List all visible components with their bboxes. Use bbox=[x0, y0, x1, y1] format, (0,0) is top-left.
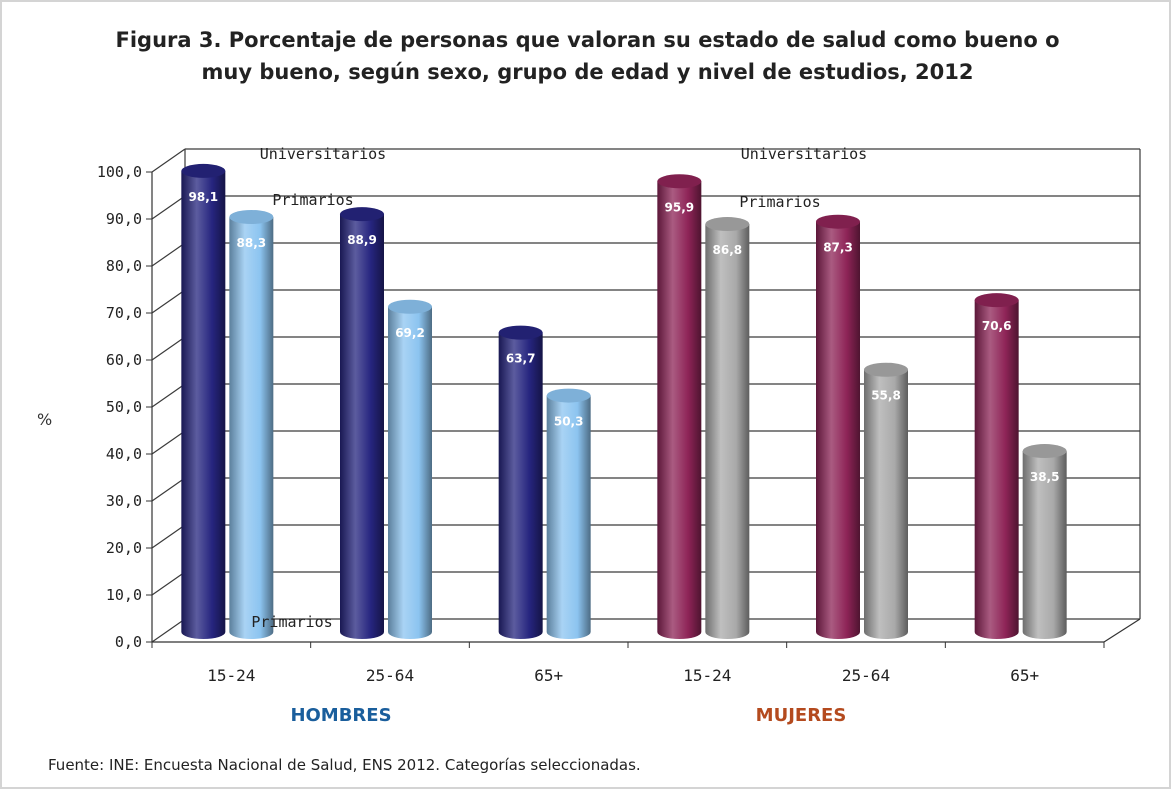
bar-body bbox=[388, 306, 432, 639]
data-label: 87,3 bbox=[823, 241, 853, 255]
y-tick-layer: 0,0 10,0 20,0 30,0 40,0 50,0 60,0 70,0 80,0 90,0 1… bbox=[97, 163, 1105, 651]
gridline-diag bbox=[151, 477, 186, 502]
bar-universitarios bbox=[816, 214, 860, 639]
bar-body bbox=[229, 216, 274, 640]
bar-body bbox=[181, 170, 226, 640]
bar-universitarios bbox=[657, 174, 702, 640]
bar-top bbox=[1022, 444, 1067, 459]
floor-edge bbox=[1103, 618, 1141, 643]
bar-top bbox=[974, 293, 1019, 308]
data-label: 63,7 bbox=[506, 352, 536, 366]
y-tick-label: 30,0 bbox=[106, 492, 142, 510]
data-label: 88,9 bbox=[347, 233, 377, 247]
bar-top bbox=[864, 362, 908, 377]
bar-universitarios bbox=[498, 325, 543, 639]
data-label: 95,9 bbox=[665, 200, 695, 214]
y-tick-label: 70,0 bbox=[106, 304, 142, 322]
data-label: 98,1 bbox=[189, 190, 219, 204]
bar-body bbox=[657, 181, 702, 640]
x-tick-label: 65+ bbox=[1010, 666, 1039, 685]
bar-top bbox=[657, 174, 702, 189]
x-tick-label: 65+ bbox=[534, 666, 563, 685]
bar-body bbox=[816, 221, 860, 639]
data-label: 38,5 bbox=[1030, 470, 1060, 484]
y-tick-label: 0,0 bbox=[115, 633, 142, 651]
annotation-layer: Universitarios Primarios Universitarios Pri… bbox=[251, 145, 867, 631]
data-label: 86,8 bbox=[713, 243, 743, 257]
x-tick-label: 25-64 bbox=[366, 666, 414, 685]
gridline-diag bbox=[151, 195, 186, 220]
gridline-diag bbox=[151, 336, 186, 361]
data-label: 55,8 bbox=[871, 389, 901, 403]
group-label-hombres: HOMBRES bbox=[290, 705, 392, 726]
y-tick-label: 50,0 bbox=[106, 398, 142, 416]
bar-primarios bbox=[705, 217, 750, 640]
x-tick-label: 25-64 bbox=[842, 666, 890, 685]
bar-top bbox=[181, 163, 226, 178]
bar-top bbox=[229, 209, 274, 224]
data-label: 50,3 bbox=[554, 415, 584, 429]
bar-primarios bbox=[388, 299, 432, 639]
x-tick-label: 15-24 bbox=[207, 666, 255, 685]
bar-body bbox=[705, 224, 750, 640]
gridline-diag bbox=[151, 289, 186, 314]
bar-top bbox=[816, 214, 860, 229]
bar-primarios bbox=[1022, 444, 1067, 639]
y-tick-label: 90,0 bbox=[106, 210, 142, 228]
gridline-diag bbox=[151, 571, 186, 596]
y-tick-label: 10,0 bbox=[106, 586, 142, 604]
data-label: 88,3 bbox=[237, 236, 267, 250]
y-tick-label: 60,0 bbox=[106, 351, 142, 369]
category-label-layer: 15-24 25-64 65+ 15-24 25-64 65+ bbox=[207, 666, 1039, 685]
data-label-layer: 98,1 88,3 88,9 69,2 63,7 50,3 95,9 86,8 87,3 55,8… bbox=[189, 190, 1060, 484]
gridline-diag bbox=[151, 524, 186, 549]
chart-title-line2: muy bueno, según sexo, grupo de edad y n… bbox=[201, 60, 974, 84]
y-tick-label: 20,0 bbox=[106, 539, 142, 557]
bar-top bbox=[340, 207, 384, 222]
source-note: Fuente: INE: Encuesta Nacional de Salud,… bbox=[48, 756, 641, 774]
bar-body bbox=[340, 214, 384, 640]
y-axis-label: % bbox=[37, 410, 53, 429]
annotation-universitarios: Universitarios bbox=[741, 145, 867, 163]
bar-body bbox=[546, 395, 591, 640]
bar-top bbox=[705, 217, 750, 232]
annotation-primarios: Primarios bbox=[272, 191, 353, 209]
data-label: 69,2 bbox=[395, 326, 425, 340]
y-tick-label: 80,0 bbox=[106, 257, 142, 275]
x-tick-label: 15-24 bbox=[683, 666, 731, 685]
gridline-diag bbox=[151, 383, 186, 408]
annotation-universitarios: Universitarios bbox=[260, 145, 386, 163]
bar-body bbox=[864, 369, 908, 639]
bar-body bbox=[974, 300, 1019, 640]
bar-primarios bbox=[546, 388, 591, 640]
bar-primarios bbox=[864, 362, 908, 639]
bar-primarios bbox=[229, 209, 274, 640]
bar-universitarios bbox=[974, 293, 1019, 640]
bar-universitarios bbox=[340, 207, 384, 640]
bar-body bbox=[498, 332, 543, 639]
bar-top bbox=[388, 299, 432, 314]
annotation-primarios: Primarios bbox=[739, 193, 820, 211]
annotation-primarios: Primarios bbox=[251, 613, 332, 631]
bar-top bbox=[498, 325, 543, 340]
bar-layer bbox=[181, 163, 1067, 640]
gridline-diag bbox=[151, 430, 186, 455]
gridline-diag bbox=[151, 618, 186, 643]
gridline-diag bbox=[151, 148, 186, 173]
data-label: 70,6 bbox=[982, 319, 1012, 333]
chart-title-line1: Figura 3. Porcentaje de personas que val… bbox=[115, 28, 1060, 52]
gridline-diag bbox=[151, 242, 186, 267]
y-tick-label: 40,0 bbox=[106, 445, 142, 463]
group-label-mujeres: MUJERES bbox=[755, 705, 847, 726]
y-tick-label: 100,0 bbox=[97, 163, 142, 181]
bar-body bbox=[1022, 451, 1067, 639]
bar-universitarios bbox=[181, 163, 226, 640]
bar-top bbox=[546, 388, 591, 403]
